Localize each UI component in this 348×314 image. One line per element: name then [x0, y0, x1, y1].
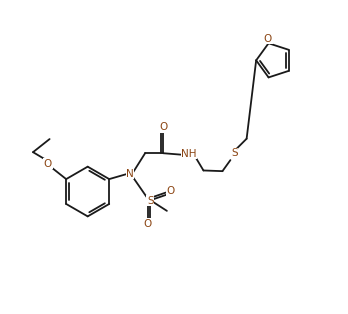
Text: S: S [231, 148, 238, 158]
Text: N: N [126, 169, 134, 179]
Text: O: O [144, 219, 152, 229]
Text: S: S [147, 196, 153, 206]
Text: O: O [44, 159, 52, 169]
Text: O: O [264, 34, 272, 44]
Text: NH: NH [181, 149, 197, 159]
Text: O: O [159, 122, 167, 132]
Text: O: O [166, 186, 174, 196]
